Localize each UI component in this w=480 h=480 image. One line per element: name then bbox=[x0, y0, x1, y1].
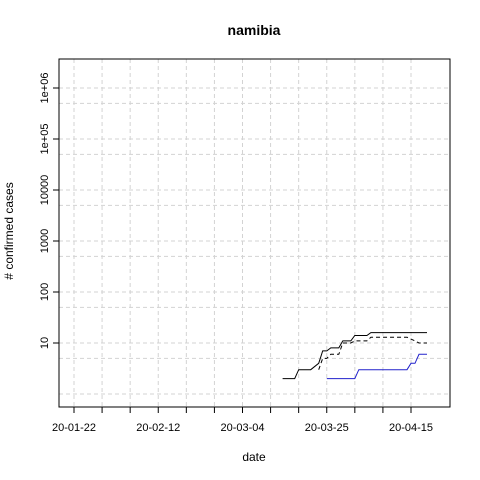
grid bbox=[59, 59, 450, 407]
y-tick-label: 100 bbox=[39, 283, 51, 301]
plot-series bbox=[282, 332, 427, 380]
series-line-1 bbox=[282, 332, 427, 380]
x-tick-label: 20-03-04 bbox=[220, 422, 264, 434]
y-tick-label: 10 bbox=[39, 337, 51, 349]
x-tick-label: 20-03-25 bbox=[305, 422, 349, 434]
series-line-3 bbox=[326, 353, 427, 380]
plot-frame bbox=[58, 58, 451, 408]
chart-title: namibia bbox=[228, 22, 281, 38]
y-tick-label: 1000 bbox=[39, 229, 51, 253]
series-line-2 bbox=[318, 336, 427, 370]
x-axis-label: date bbox=[242, 450, 266, 464]
y-tick-label: 1e+05 bbox=[39, 124, 51, 155]
y-tick-label: 10000 bbox=[39, 175, 51, 206]
y-axis-label: # confirmed cases bbox=[2, 182, 16, 279]
x-tick-label: 20-02-12 bbox=[136, 422, 180, 434]
x-tick-label: 20-01-22 bbox=[52, 422, 96, 434]
axes: 20-01-22 20-02-12 20-03-04 20-03-25 20-04-15… bbox=[39, 73, 436, 434]
x-tick-label: 20-04-15 bbox=[389, 422, 433, 434]
y-tick-label: 1e+06 bbox=[39, 73, 51, 104]
